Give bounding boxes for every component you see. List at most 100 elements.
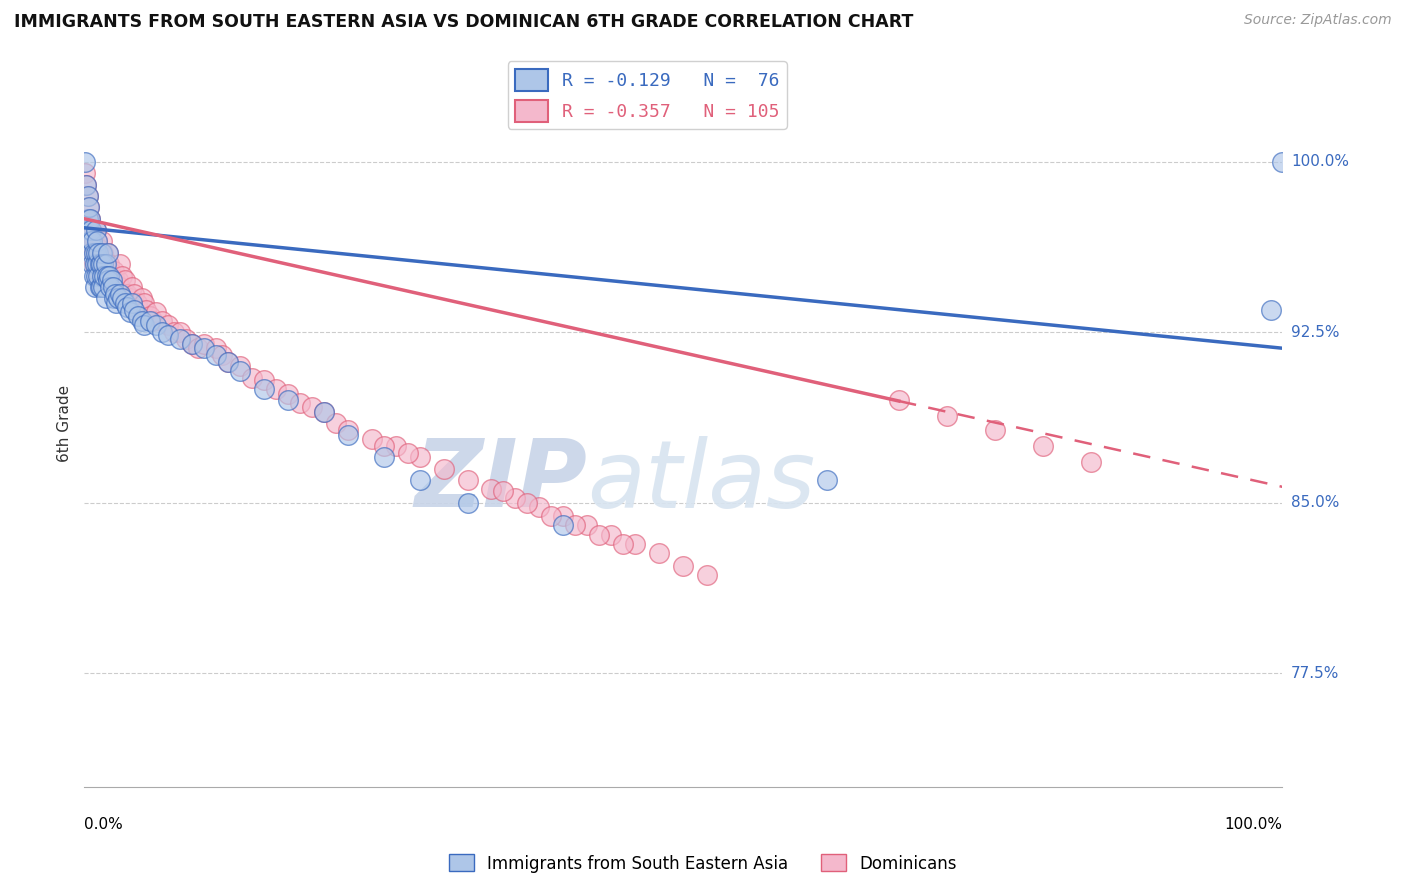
Point bbox=[529, 500, 551, 515]
Point bbox=[156, 318, 179, 333]
Point bbox=[648, 546, 671, 560]
Point bbox=[83, 257, 105, 271]
Point bbox=[90, 257, 112, 271]
Point bbox=[211, 348, 233, 362]
Point bbox=[217, 355, 239, 369]
Point bbox=[105, 280, 128, 294]
Point bbox=[77, 223, 100, 237]
Point bbox=[588, 527, 610, 541]
Point bbox=[336, 427, 359, 442]
Point bbox=[1080, 455, 1102, 469]
Point bbox=[96, 268, 118, 283]
Point bbox=[84, 223, 107, 237]
Point bbox=[84, 268, 107, 283]
Point bbox=[79, 235, 101, 249]
Point bbox=[75, 154, 97, 169]
Point bbox=[696, 568, 718, 582]
Point bbox=[89, 280, 111, 294]
Point bbox=[86, 235, 108, 249]
Point bbox=[505, 491, 527, 506]
Point bbox=[229, 364, 252, 378]
Point bbox=[86, 257, 108, 271]
Point bbox=[79, 235, 101, 249]
Point bbox=[672, 559, 695, 574]
Point bbox=[180, 336, 202, 351]
Point bbox=[104, 286, 127, 301]
Point bbox=[187, 341, 209, 355]
Point bbox=[217, 355, 239, 369]
Point bbox=[360, 432, 382, 446]
Point bbox=[76, 211, 98, 226]
Point bbox=[553, 509, 575, 524]
Point bbox=[89, 268, 111, 283]
Point bbox=[79, 211, 101, 226]
Point bbox=[121, 280, 143, 294]
Point bbox=[312, 405, 335, 419]
Point bbox=[540, 509, 562, 524]
Point bbox=[131, 314, 153, 328]
Point bbox=[98, 264, 121, 278]
Point bbox=[204, 348, 226, 362]
Point bbox=[624, 536, 647, 550]
Point bbox=[815, 473, 838, 487]
Point bbox=[564, 518, 586, 533]
Point bbox=[612, 536, 634, 550]
Point bbox=[84, 245, 107, 260]
Point bbox=[576, 518, 599, 533]
Point bbox=[124, 286, 146, 301]
Point bbox=[83, 245, 105, 260]
Point bbox=[84, 223, 107, 237]
Point bbox=[253, 382, 276, 396]
Point bbox=[118, 291, 141, 305]
Point bbox=[115, 301, 138, 315]
Point bbox=[98, 257, 121, 271]
Point bbox=[83, 268, 105, 283]
Point bbox=[108, 257, 131, 271]
Point bbox=[91, 280, 114, 294]
Point bbox=[481, 482, 503, 496]
Point bbox=[145, 305, 167, 319]
Point bbox=[107, 291, 129, 305]
Point bbox=[75, 178, 97, 192]
Point bbox=[156, 327, 179, 342]
Point bbox=[97, 273, 120, 287]
Point bbox=[111, 291, 134, 305]
Point bbox=[76, 189, 98, 203]
Point bbox=[82, 257, 104, 271]
Point bbox=[288, 396, 311, 410]
Text: atlas: atlas bbox=[588, 436, 815, 527]
Point bbox=[94, 257, 117, 271]
Point bbox=[887, 393, 910, 408]
Point bbox=[107, 273, 129, 287]
Text: IMMIGRANTS FROM SOUTH EASTERN ASIA VS DOMINICAN 6TH GRADE CORRELATION CHART: IMMIGRANTS FROM SOUTH EASTERN ASIA VS DO… bbox=[14, 13, 914, 31]
Point bbox=[457, 496, 479, 510]
Text: 0.0%: 0.0% bbox=[84, 817, 122, 832]
Point bbox=[90, 250, 112, 264]
Point bbox=[127, 310, 149, 324]
Point bbox=[516, 496, 538, 510]
Point bbox=[101, 273, 124, 287]
Legend: R = -0.129   N =  76, R = -0.357   N = 105: R = -0.129 N = 76, R = -0.357 N = 105 bbox=[508, 62, 787, 128]
Point bbox=[80, 223, 103, 237]
Point bbox=[87, 264, 110, 278]
Point bbox=[240, 371, 263, 385]
Text: Source: ZipAtlas.com: Source: ZipAtlas.com bbox=[1244, 13, 1392, 28]
Point bbox=[984, 423, 1007, 437]
Point bbox=[83, 257, 105, 271]
Point bbox=[101, 280, 124, 294]
Point bbox=[180, 336, 202, 351]
Point bbox=[91, 235, 114, 249]
Point bbox=[108, 280, 131, 294]
Point bbox=[108, 286, 131, 301]
Point bbox=[1271, 154, 1294, 169]
Point bbox=[98, 268, 121, 283]
Point bbox=[121, 295, 143, 310]
Point bbox=[600, 527, 623, 541]
Point bbox=[84, 245, 107, 260]
Text: 85.0%: 85.0% bbox=[1291, 495, 1339, 510]
Point bbox=[139, 310, 162, 324]
Point bbox=[91, 257, 114, 271]
Text: 100.0%: 100.0% bbox=[1291, 154, 1348, 169]
Point bbox=[94, 291, 117, 305]
Point bbox=[396, 446, 419, 460]
